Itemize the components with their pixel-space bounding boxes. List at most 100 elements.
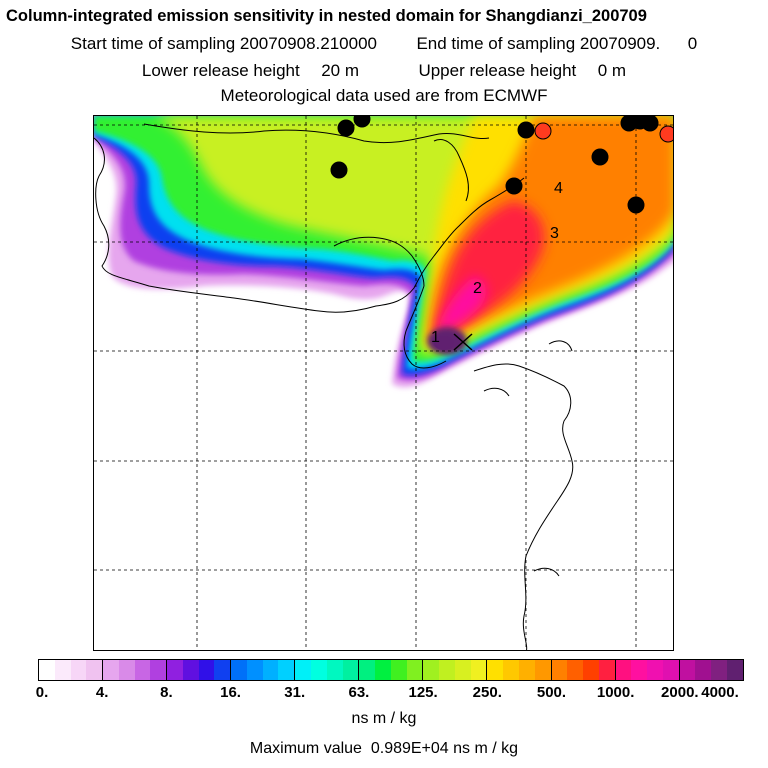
colorbar-segment xyxy=(134,660,151,680)
black-dot xyxy=(517,121,535,139)
colorbar-segment xyxy=(167,660,183,680)
colorbar-tick-label: 0. xyxy=(35,684,49,701)
colorbar-segment xyxy=(534,660,552,680)
colorbar-segment xyxy=(342,660,360,680)
colorbar-segment xyxy=(503,660,519,680)
colorbar-segment xyxy=(246,660,263,680)
coastline-gulf xyxy=(94,137,525,313)
colorbar xyxy=(38,659,744,681)
black-dot xyxy=(627,196,645,214)
colorbar-segment xyxy=(406,660,424,680)
colorbar-tick-label: 8. xyxy=(160,684,173,701)
end-time-label: End time of sampling 20070909. xyxy=(416,34,661,53)
colorbar-segment xyxy=(487,660,504,680)
max-value-label: Maximum value xyxy=(249,740,362,757)
maximum-value: Maximum value 0.989E+04 ns m / kg xyxy=(0,740,768,758)
colorbar-segment xyxy=(198,660,215,680)
site-cross-b xyxy=(453,333,473,351)
colorbar-segment xyxy=(182,660,199,680)
colorbar-segment xyxy=(359,660,376,680)
grid-lines xyxy=(94,116,673,650)
day-label-1: 1 xyxy=(431,329,440,346)
colorbar-tick-label: 500. xyxy=(536,684,567,701)
colorbar-segment xyxy=(695,660,712,680)
colorbar-segment xyxy=(470,660,488,680)
upper-height-value: 0 m xyxy=(597,61,627,80)
lower-height-label: Lower release height xyxy=(141,61,300,80)
colorbar-segment xyxy=(647,660,663,680)
lower-height-value: 20 m xyxy=(321,61,359,80)
colorbar-tick-label: 250. xyxy=(472,684,502,701)
black-dot xyxy=(641,116,659,132)
colorbar-segment xyxy=(518,660,535,680)
day-label-2: 2 xyxy=(473,280,482,297)
day-markers: 1 2 3 4 xyxy=(431,180,563,346)
colorbar-segment xyxy=(311,660,327,680)
colorbar-segment xyxy=(375,660,391,680)
day-label-4: 4 xyxy=(554,180,563,197)
plume-core-inner xyxy=(434,336,454,350)
colorbar-segment xyxy=(631,660,648,680)
colorbar-segment xyxy=(214,660,232,680)
colorbar-tick-label: 1000. xyxy=(596,684,635,701)
colorbar-units: ns m / kg xyxy=(351,710,417,727)
max-value-units: ns m / kg xyxy=(453,740,519,757)
colorbar-tick-label: 4000. xyxy=(701,684,739,701)
colorbar-segment xyxy=(679,660,696,680)
coastline-peninsula xyxy=(403,285,447,369)
release-heights: Lower release height 20 m Upper release … xyxy=(0,61,768,81)
coastline-east xyxy=(473,363,574,650)
colorbar-tick-label: 63. xyxy=(348,684,370,701)
plot-title: Column-integrated emission sensitivity i… xyxy=(6,7,647,25)
colorbar-segment xyxy=(231,660,247,680)
black-dot xyxy=(505,177,523,195)
colorbar-segment xyxy=(118,660,135,680)
colorbar-segment xyxy=(598,660,616,680)
coastline-bay xyxy=(333,236,425,287)
black-dot xyxy=(353,116,371,128)
colorbar-segment xyxy=(567,660,584,680)
colorbar-tick-label: 4. xyxy=(95,684,109,701)
colorbar-segment xyxy=(662,660,680,680)
colorbar-segment xyxy=(423,660,440,680)
colorbar-segment xyxy=(103,660,119,680)
colorbar-segment xyxy=(615,660,632,680)
colorbar-segment xyxy=(726,660,743,680)
colorbar-segment xyxy=(439,660,455,680)
colorbar-segment xyxy=(390,660,407,680)
colorbar-tick-label: 31. xyxy=(284,684,306,701)
coastlines xyxy=(94,123,574,650)
coastline-north-island xyxy=(433,139,469,202)
day-label-3: 3 xyxy=(550,225,559,242)
map-panel: 1 2 3 4 xyxy=(93,115,674,651)
coastline-north xyxy=(143,123,490,144)
red-dot xyxy=(659,125,673,143)
red-dot xyxy=(534,122,552,140)
colorbar-segment xyxy=(326,660,343,680)
end-time-value: 0 xyxy=(687,34,698,53)
colorbar-segment xyxy=(262,660,279,680)
colorbar-segment xyxy=(150,660,168,680)
plume-layers xyxy=(94,116,673,388)
black-dot xyxy=(337,119,355,137)
upper-height-label: Upper release height xyxy=(418,61,577,80)
colorbar-segment xyxy=(454,660,471,680)
cluster-markers xyxy=(330,116,673,214)
sampling-times: Start time of sampling 20070908.210000 E… xyxy=(0,34,768,54)
colorbar-segment xyxy=(711,660,727,680)
colorbar-segment xyxy=(551,660,568,680)
start-time-label: Start time of sampling 20070908.210000 xyxy=(70,34,377,53)
met-data-source: Meteorological data used are from ECMWF xyxy=(220,86,548,105)
black-dot xyxy=(591,148,609,166)
colorbar-tick-label: 125. xyxy=(408,684,438,701)
colorbar-segment xyxy=(86,660,104,680)
colorbar-segment xyxy=(295,660,312,680)
colorbar-segment xyxy=(583,660,599,680)
black-dot xyxy=(330,161,348,179)
coastline-islands xyxy=(483,340,573,577)
sensitivity-map: 1 2 3 4 xyxy=(94,116,673,650)
plume-magenta xyxy=(436,276,486,334)
colorbar-tick-label: 16. xyxy=(220,684,241,701)
colorbar-tick-label: 2000. xyxy=(661,684,699,701)
colorbar-segment xyxy=(278,660,296,680)
